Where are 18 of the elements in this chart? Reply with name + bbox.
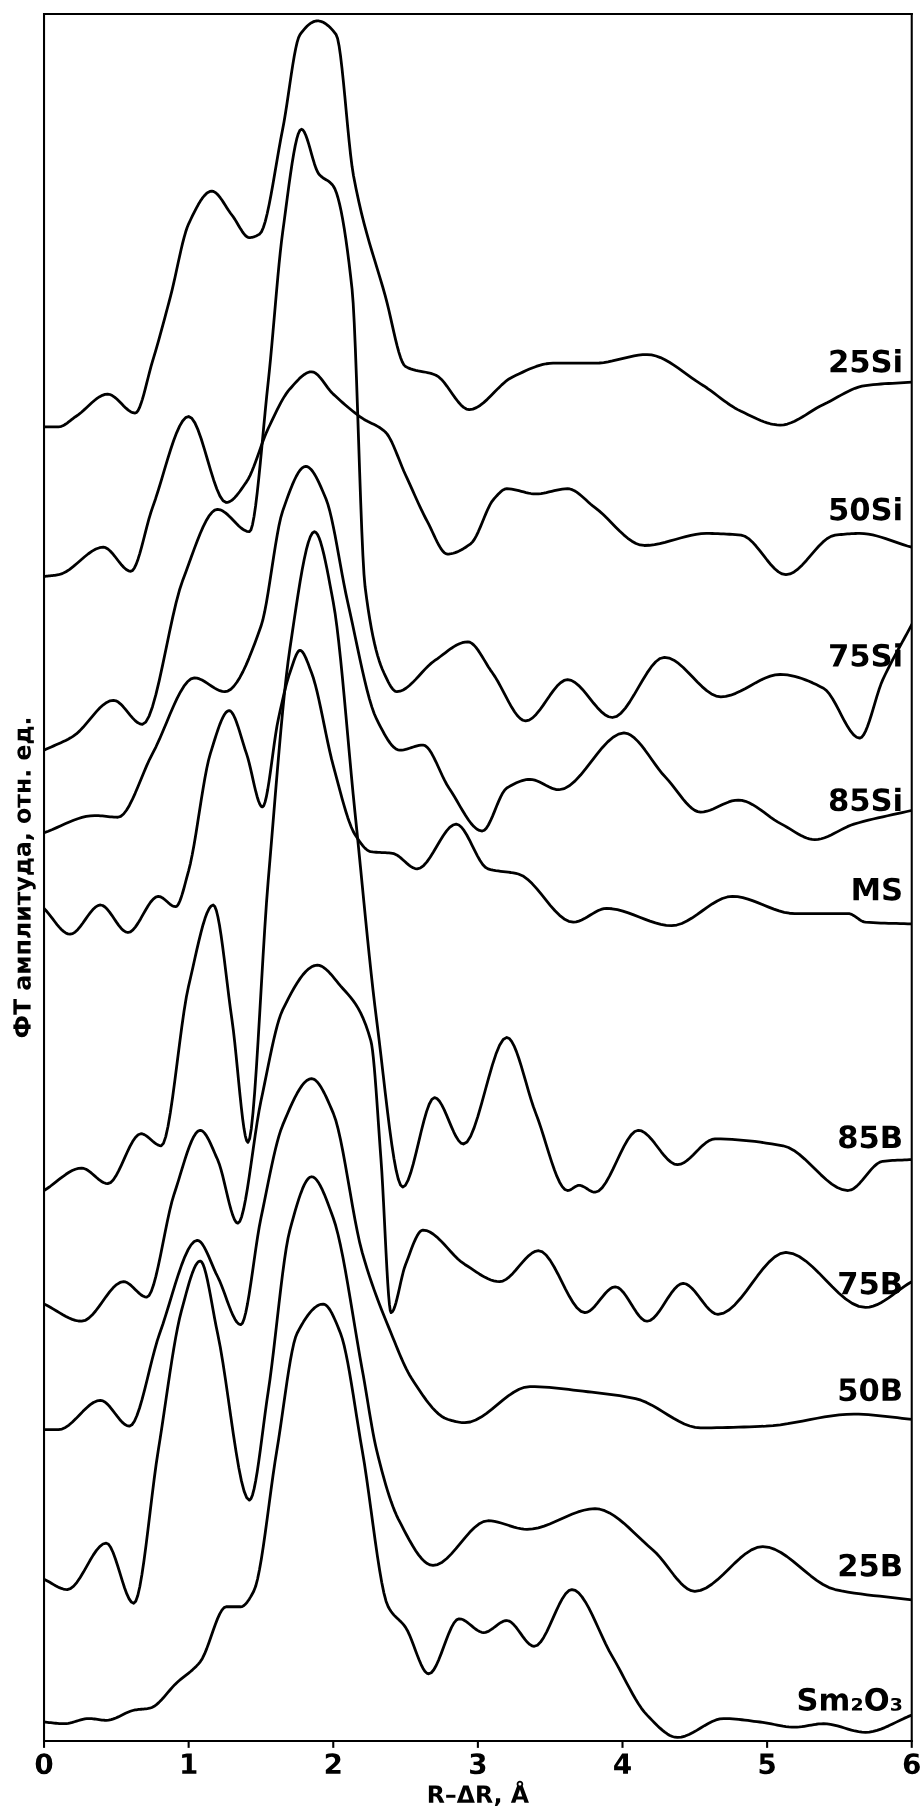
- series-label: Sm₂O₃: [798, 1687, 902, 1711]
- x-tick-label: 4: [614, 1753, 631, 1774]
- series-label: 25B: [839, 1553, 901, 1577]
- series-label: 50Si: [830, 497, 901, 521]
- x-axis-title: R–ΔR, Å: [428, 1780, 529, 1807]
- x-tick-label: 6: [903, 1753, 920, 1775]
- y-axis-title: ФТ амплитуда, отн. ед.: [13, 718, 36, 1038]
- x-tick-label: 5: [759, 1753, 775, 1775]
- series-label: MS: [853, 877, 901, 901]
- x-tick-label: 0: [35, 1753, 53, 1775]
- series-label: 50B: [839, 1378, 901, 1402]
- x-tick-label: 2: [325, 1753, 341, 1774]
- x-tick-label: 3: [470, 1753, 486, 1775]
- series-label: 85Si: [829, 787, 901, 812]
- series-label: 85B: [839, 1125, 901, 1149]
- series-label: 75B: [839, 1271, 901, 1295]
- x-tick-label: 1: [182, 1753, 197, 1774]
- series-label: 25Si: [830, 349, 901, 373]
